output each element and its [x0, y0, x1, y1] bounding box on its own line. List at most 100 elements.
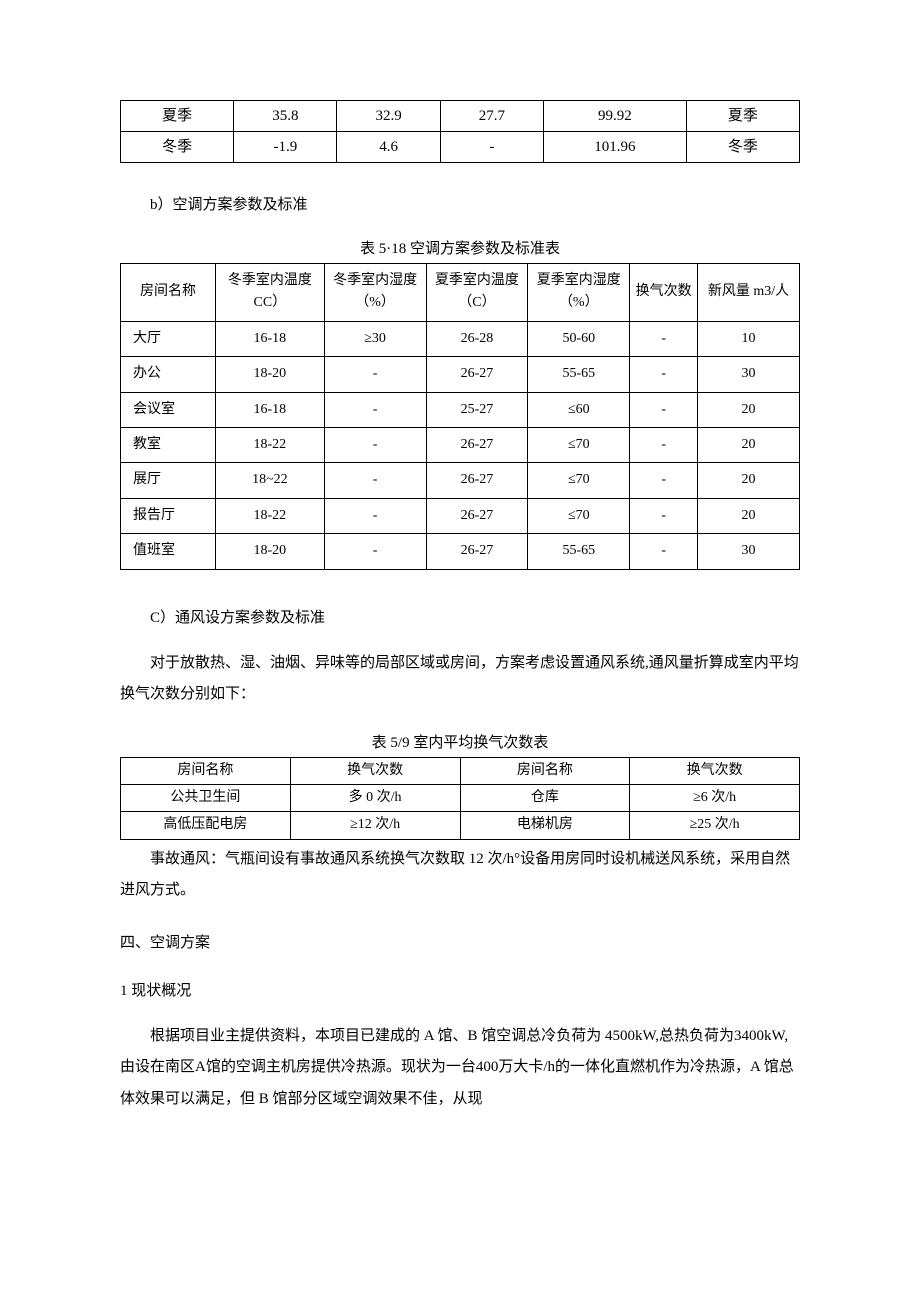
cell: 26-27 — [426, 498, 528, 533]
ventilation-table: 房间名称 换气次数 房间名称 换气次数 公共卫生间多 0 次/h仓库≥6 次/h… — [120, 757, 800, 840]
cell: 25-27 — [426, 392, 528, 427]
section-b-label: b）空调方案参数及标准 — [120, 193, 800, 217]
cell: 27.7 — [440, 101, 543, 132]
table3-head: 房间名称 换气次数 房间名称 换气次数 — [121, 757, 800, 784]
cell: ≥12 次/h — [290, 812, 460, 839]
cell: 26-27 — [426, 463, 528, 498]
cell: 55-65 — [528, 534, 630, 569]
cell: 大厅 — [121, 321, 216, 356]
cell: 会议室 — [121, 392, 216, 427]
table-row: 报告厅18-22-26-27≤70-20 — [121, 498, 800, 533]
cell: 26-28 — [426, 321, 528, 356]
cell: ≥30 — [324, 321, 426, 356]
cell: - — [630, 392, 698, 427]
table-row: 夏季 35.8 32.9 27.7 99.92 夏季 — [121, 101, 800, 132]
cell: 办公 — [121, 357, 216, 392]
cell: - — [324, 392, 426, 427]
cell: 20 — [698, 463, 800, 498]
cell: 18-22 — [216, 498, 325, 533]
cell: ≤60 — [528, 392, 630, 427]
col-header: 房间名称 — [121, 757, 291, 784]
cell: 16-18 — [216, 321, 325, 356]
cell: 20 — [698, 498, 800, 533]
col-header: 换气次数 — [630, 757, 800, 784]
cell: 26-27 — [426, 357, 528, 392]
outdoor-params-table: 夏季 35.8 32.9 27.7 99.92 夏季 冬季 -1.9 4.6 -… — [120, 100, 800, 163]
table-row: 值班室18-20-26-2755-65-30 — [121, 534, 800, 569]
cell: 50-60 — [528, 321, 630, 356]
cell: 16-18 — [216, 392, 325, 427]
cell: 18-20 — [216, 357, 325, 392]
cell: 公共卫生间 — [121, 784, 291, 811]
table2-body: 大厅16-18≥3026-2850-60-10办公18-20-26-2755-6… — [121, 321, 800, 569]
col-header: 房间名称 — [460, 757, 630, 784]
cell: 仓库 — [460, 784, 630, 811]
cell: - — [630, 427, 698, 462]
cell: - — [324, 357, 426, 392]
table-row: 会议室16-18-25-27≤60-20 — [121, 392, 800, 427]
cell: 26-27 — [426, 427, 528, 462]
cell: 20 — [698, 392, 800, 427]
col-header: 夏季室内湿度（%） — [528, 264, 630, 322]
cell: - — [324, 534, 426, 569]
col-header: 换气次数 — [630, 264, 698, 322]
table-row: 公共卫生间多 0 次/h仓库≥6 次/h — [121, 784, 800, 811]
col-header: 新风量 m3/人 — [698, 264, 800, 322]
cell: 电梯机房 — [460, 812, 630, 839]
cell: - — [324, 427, 426, 462]
heading-status: 1 现状概况 — [120, 979, 800, 1003]
status-paragraph: 根据项目业主提供资料，本项目已建成的 A 馆、B 馆空调总冷负荷为 4500kW… — [120, 1021, 800, 1116]
cell: 多 0 次/h — [290, 784, 460, 811]
table-row: 教室18-22-26-27≤70-20 — [121, 427, 800, 462]
col-header: 房间名称 — [121, 264, 216, 322]
cell: 10 — [698, 321, 800, 356]
cell: 20 — [698, 427, 800, 462]
col-header: 冬季室内湿度（%） — [324, 264, 426, 322]
table-row: 大厅16-18≥3026-2850-60-10 — [121, 321, 800, 356]
table3-body: 公共卫生间多 0 次/h仓库≥6 次/h高低压配电房≥12 次/h电梯机房≥25… — [121, 784, 800, 839]
cell: - — [630, 357, 698, 392]
cell: ≤70 — [528, 463, 630, 498]
cell: 夏季 — [686, 101, 799, 132]
accident-ventilation-paragraph: 事故通风：气瓶间设有事故通风系统换气次数取 12 次/h°设备用房同时设机械送风… — [120, 844, 800, 907]
cell: ≥25 次/h — [630, 812, 800, 839]
table-row: 展厅18~22-26-27≤70-20 — [121, 463, 800, 498]
cell: 18-22 — [216, 427, 325, 462]
table3-caption: 表 5/9 室内平均换气次数表 — [120, 731, 800, 755]
cell: - — [630, 463, 698, 498]
section-c-paragraph: 对于放散热、湿、油烟、异味等的局部区域或房间，方案考虑设置通风系统,通风量折算成… — [120, 648, 800, 711]
cell: 冬季 — [686, 132, 799, 163]
table-header-row: 房间名称 冬季室内温度CC） 冬季室内湿度（%） 夏季室内温度（C） 夏季室内湿… — [121, 264, 800, 322]
cell: - — [630, 498, 698, 533]
cell: - — [440, 132, 543, 163]
table-row: 高低压配电房≥12 次/h电梯机房≥25 次/h — [121, 812, 800, 839]
cell: - — [630, 321, 698, 356]
table2-head: 房间名称 冬季室内温度CC） 冬季室内湿度（%） 夏季室内温度（C） 夏季室内湿… — [121, 264, 800, 322]
cell: 夏季 — [121, 101, 234, 132]
table-header-row: 房间名称 换气次数 房间名称 换气次数 — [121, 757, 800, 784]
table1-body: 夏季 35.8 32.9 27.7 99.92 夏季 冬季 -1.9 4.6 -… — [121, 101, 800, 163]
cell: 高低压配电房 — [121, 812, 291, 839]
cell: 教室 — [121, 427, 216, 462]
col-header: 冬季室内温度CC） — [216, 264, 325, 322]
cell: 30 — [698, 357, 800, 392]
cell: -1.9 — [234, 132, 337, 163]
cell: 18-20 — [216, 534, 325, 569]
cell: - — [324, 498, 426, 533]
cell: 4.6 — [337, 132, 440, 163]
cell: - — [630, 534, 698, 569]
col-header: 夏季室内温度（C） — [426, 264, 528, 322]
cell: ≤70 — [528, 498, 630, 533]
col-header: 换气次数 — [290, 757, 460, 784]
table2-caption: 表 5·18 空调方案参数及标准表 — [120, 237, 800, 261]
cell: 报告厅 — [121, 498, 216, 533]
table-row: 办公18-20-26-2755-65-30 — [121, 357, 800, 392]
cell: 35.8 — [234, 101, 337, 132]
cell: 18~22 — [216, 463, 325, 498]
cell: 冬季 — [121, 132, 234, 163]
cell: 展厅 — [121, 463, 216, 498]
section-c-label: C）通风设方案参数及标准 — [120, 606, 800, 630]
cell: 55-65 — [528, 357, 630, 392]
cell: - — [324, 463, 426, 498]
heading-4: 四、空调方案 — [120, 931, 800, 955]
